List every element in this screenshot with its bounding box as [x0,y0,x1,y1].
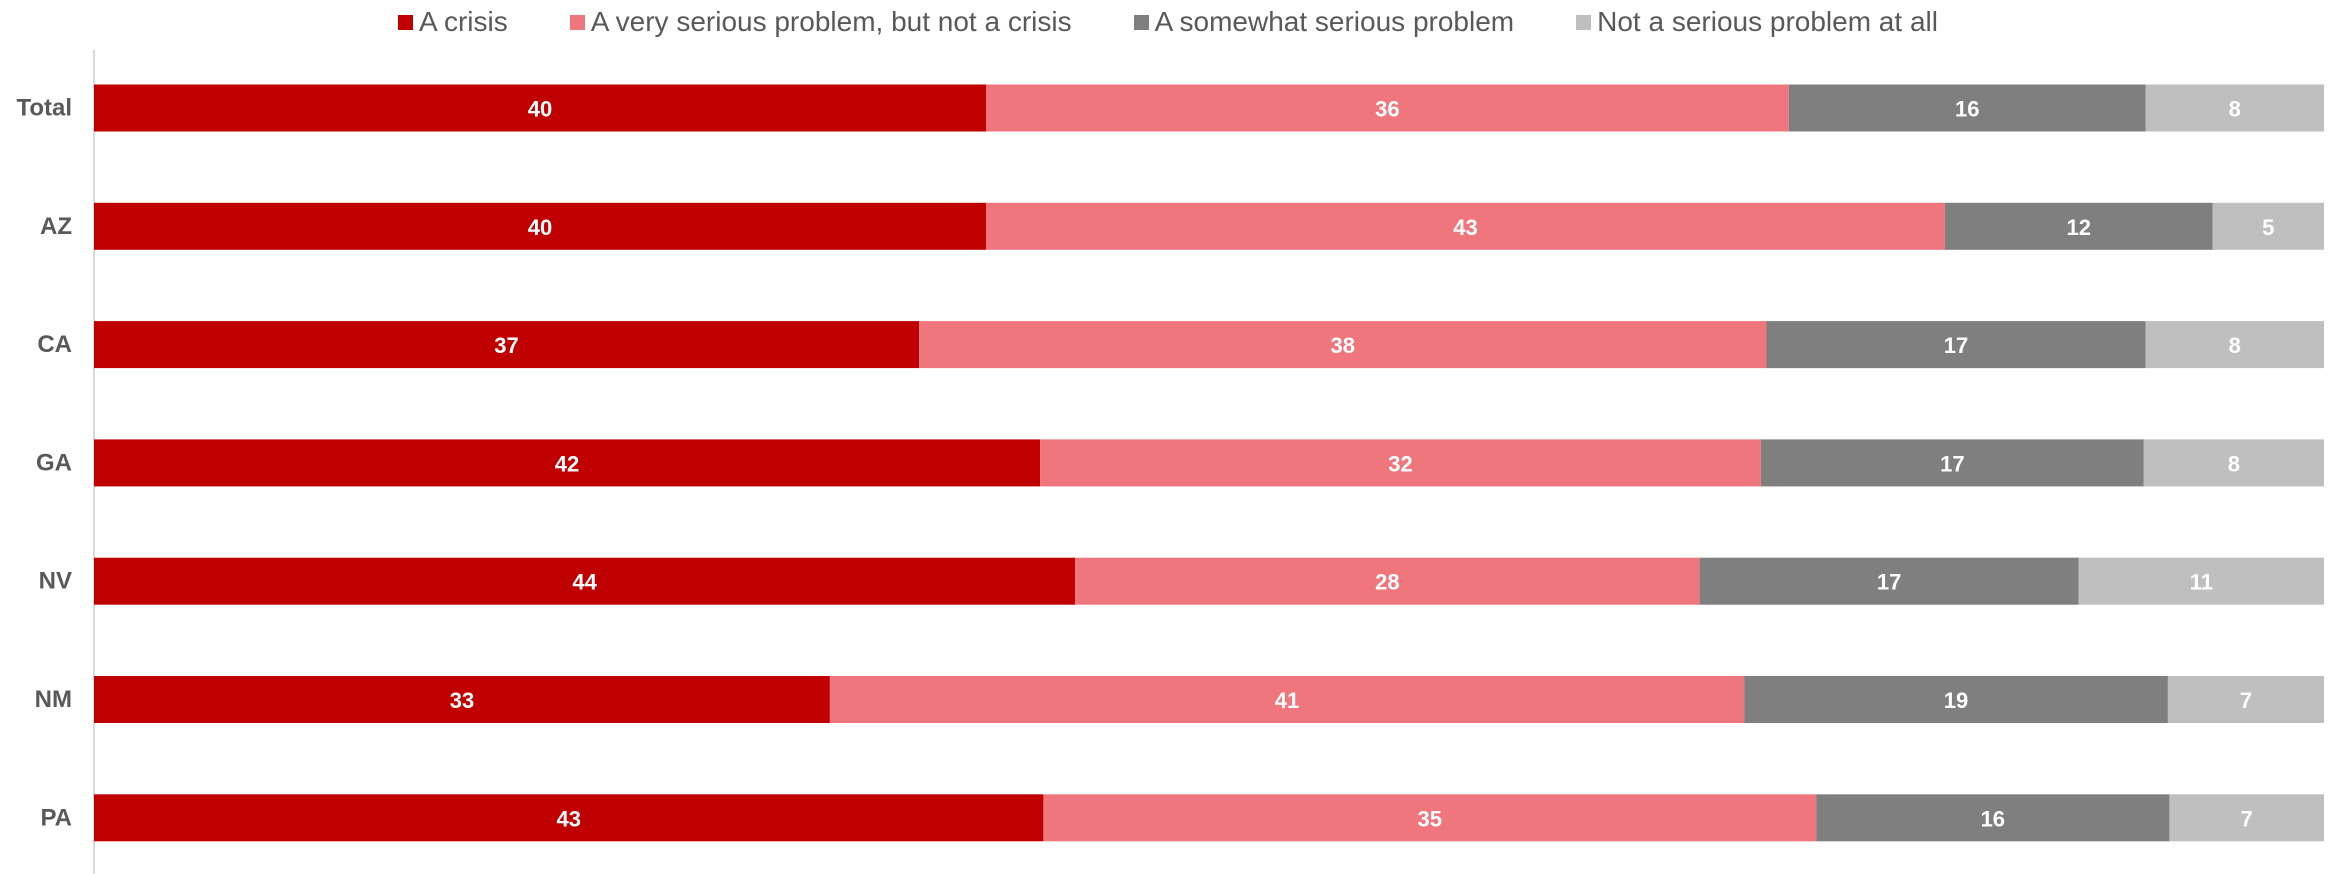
legend-item: A very serious problem, but not a crisis [569,6,1072,38]
bar-segment [1766,321,2146,369]
bar-segment [1744,676,2168,723]
data-label: 43 [556,806,580,831]
bar-segment [94,676,830,723]
legend-item: Not a serious problem at all [1576,6,1938,38]
legend-label: A very serious problem, but not a crisis [590,6,1072,37]
bar-segment [1944,202,2213,250]
bar-segment [2143,439,2324,487]
data-label: 41 [1275,688,1299,713]
bar-segment [1816,794,2170,842]
legend-swatch [398,14,414,30]
data-label: 17 [1944,333,1968,358]
category-label: PA [40,804,72,831]
category-label: Total [16,95,72,122]
legend-label: A crisis [419,6,508,37]
category-label: GA [36,449,72,476]
data-label: 44 [572,570,597,595]
bar-segment [1040,439,1761,487]
bar-segment [2169,794,2324,842]
data-label: 8 [2229,333,2241,358]
data-label: 36 [1375,97,1399,122]
category-label: NM [35,686,72,713]
data-label: 7 [2241,806,2253,831]
bar-segment [2078,557,2324,605]
bar-segment [1075,557,1700,605]
bar-segment [94,202,986,250]
bar-segment [94,84,986,132]
bar-segment [2212,202,2324,250]
bar-segment [94,439,1041,487]
bar-segment [2145,84,2324,132]
data-label: 16 [1955,97,1979,122]
data-label: 17 [1877,570,1901,595]
data-label: 42 [555,451,579,476]
category-label: AZ [40,213,72,240]
legend-label: A somewhat serious problem [1154,6,1515,37]
bar-segment [1760,439,2144,487]
category-label: CA [37,331,72,358]
bar-segment [2167,676,2324,723]
data-label: 35 [1418,806,1442,831]
legend-label: Not a serious problem at all [1597,6,1938,37]
legend-swatch [569,14,585,30]
data-label: 11 [2190,570,2213,595]
chart-legend: A crisis A very serious problem, but not … [0,4,2336,40]
data-label: 40 [528,215,552,240]
data-label: 28 [1375,570,1399,595]
bar-segment [94,321,920,369]
data-label: 17 [1940,451,1964,476]
bar-segment [1788,84,2146,132]
data-label: 38 [1331,333,1355,358]
data-label: 7 [2240,688,2252,713]
data-label: 33 [450,688,474,713]
legend-item: A crisis [398,6,508,38]
data-label: 16 [1981,806,2005,831]
bar-segment [986,84,1789,132]
bar-segment [1699,557,2079,605]
data-label: 32 [1388,451,1412,476]
data-label: 43 [1453,215,1477,240]
data-label: 12 [2066,215,2090,240]
data-label: 8 [2228,451,2240,476]
bar-segment [94,557,1076,605]
bar-segment [2145,321,2324,369]
data-label: 8 [2229,97,2241,122]
category-label: NV [39,568,72,595]
bar-segment [1043,794,1817,842]
bar-segment [986,202,1945,250]
data-label: 5 [2262,215,2274,240]
bar-segment [919,321,1767,369]
bar-segment [94,794,1044,842]
legend-item: A somewhat serious problem [1133,6,1515,38]
legend-swatch [1133,14,1149,30]
legend-swatch [1576,14,1592,30]
bar-segment [829,676,1745,723]
data-label: 40 [528,97,552,122]
data-label: 37 [494,333,518,358]
data-label: 19 [1944,688,1968,713]
